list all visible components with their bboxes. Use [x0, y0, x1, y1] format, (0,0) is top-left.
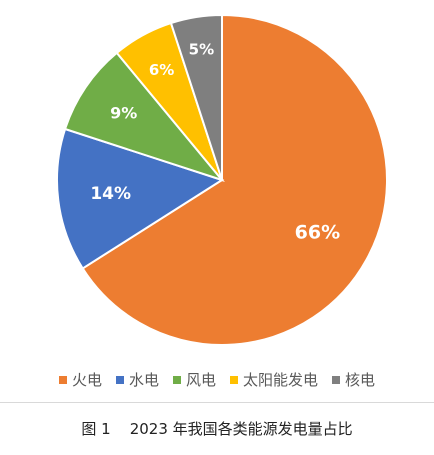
pie-slice-1 — [81, 13, 388, 346]
legend-label-3: 风电 — [186, 371, 216, 389]
legend-label-4: 太阳能发电 — [243, 371, 318, 389]
figure-caption: 图 1 2023 年我国各类能源发电量占比 — [0, 418, 434, 439]
legend-swatch-1 — [59, 376, 67, 384]
pie-slice-2 — [56, 127, 225, 270]
pie-slice-label-1: 66% — [295, 222, 340, 244]
pie-slice-label-2: 14% — [90, 184, 131, 204]
legend-swatch-2 — [116, 376, 124, 384]
legend-swatch-4 — [230, 376, 238, 384]
legend-swatch-5 — [332, 376, 340, 384]
caption-divider — [0, 402, 434, 403]
figure-caption-text: 2023 年我国各类能源发电量占比 — [129, 420, 353, 438]
legend-label-2: 水电 — [129, 371, 159, 389]
pie-slice-3 — [63, 51, 225, 183]
legend-label-5: 核电 — [345, 371, 375, 389]
figure-number: 图 1 — [81, 420, 111, 438]
pie-slice-label-5: 5% — [189, 41, 214, 59]
pie-slice-label-3: 9% — [110, 104, 137, 123]
pie-slice-label-4: 6% — [149, 61, 174, 79]
pie-chart-svg: 66% 14% 9% 6% 5% 火电 水电 风电 太阳能发电 核电 — [56, 13, 388, 389]
pie-slice-5 — [169, 13, 223, 181]
legend: 火电 水电 风电 太阳能发电 核电 — [59, 371, 375, 389]
legend-swatch-3 — [173, 376, 181, 384]
legend-label-1: 火电 — [72, 371, 102, 389]
